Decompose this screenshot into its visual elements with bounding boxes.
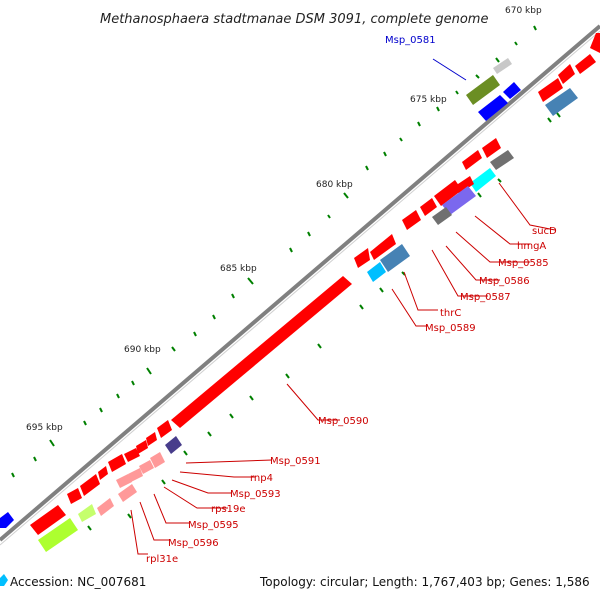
kbp-label-680: 680 kbp <box>316 180 353 190</box>
genome-backbone-shadow <box>0 30 600 546</box>
gene-label-msp0581: Msp_0581 <box>385 35 436 46</box>
gene-label-hmga: hmgA <box>517 241 546 252</box>
gene-label-sucd: sucD <box>532 226 557 237</box>
feature-blue-arrow-b <box>503 82 521 99</box>
feature-red-arrow-0589a <box>354 248 370 268</box>
gene-label-msp0595: Msp_0595 <box>188 520 239 531</box>
leader-line-msp0581 <box>432 58 467 81</box>
kbp-label-690: 690 kbp <box>124 345 161 355</box>
kbp-label-675: 675 kbp <box>410 95 447 105</box>
outer-strand-features <box>354 58 521 268</box>
gene-label-msp0591: Msp_0591 <box>270 456 321 467</box>
leader-lines <box>130 182 556 555</box>
gene-label-msp0593: Msp_0593 <box>230 489 281 500</box>
gene-label-msp0596: Msp_0596 <box>168 538 219 549</box>
gene-label-rnp4: rnp4 <box>250 473 273 484</box>
kbp-label-670: 670 kbp <box>505 6 542 16</box>
gene-label-msp0589: Msp_0589 <box>425 323 476 334</box>
feature-blue-arrow-a <box>478 95 508 121</box>
gene-label-msp0585: Msp_0585 <box>498 258 549 269</box>
gene-label-rpl31e: rpl31e <box>146 554 178 565</box>
gene-label-msp0587: Msp_0587 <box>460 292 511 303</box>
genome-backbone <box>0 24 600 542</box>
feature-olive-box <box>466 75 500 105</box>
gc-content-ticks <box>11 25 561 531</box>
gene-label-rps19e: rps19e <box>211 504 246 515</box>
kbp-label-695: 695 kbp <box>26 423 63 433</box>
feature-red-bar-0590 <box>171 276 352 428</box>
inner-strand-features <box>0 33 600 586</box>
map-title: Methanosphaera stadtmanae DSM 3091, comp… <box>100 12 488 27</box>
gene-label-msp0590: Msp_0590 <box>318 416 369 427</box>
gene-label-thrc: thrC <box>440 308 461 319</box>
feature-red-arrow-thrc <box>370 234 396 260</box>
accession-text: Accession: NC_007681 <box>10 575 146 589</box>
gene-label-msp0586: Msp_0586 <box>479 276 530 287</box>
kbp-label-685: 685 kbp <box>220 264 257 274</box>
feature-gray-box <box>493 58 512 74</box>
genome-summary-text: Topology: circular; Length: 1,767,403 bp… <box>259 575 590 589</box>
